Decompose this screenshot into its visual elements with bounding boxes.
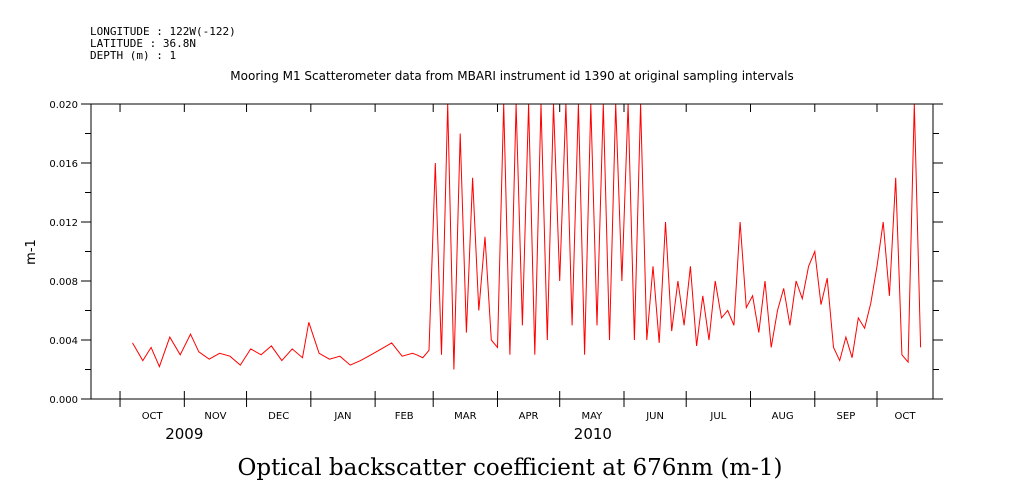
y-tick-label: 0.008 bbox=[49, 277, 78, 288]
y-tick-label: 0.020 bbox=[49, 100, 78, 111]
y-tick-label: 0.012 bbox=[49, 218, 78, 229]
latitude-label: LATITUDE : 36.8N bbox=[90, 37, 196, 50]
x-month-label: JAN bbox=[333, 411, 351, 422]
x-month-label: OCT bbox=[895, 411, 917, 422]
x-year-label: 2009 bbox=[165, 425, 203, 443]
x-month-label: NOV bbox=[204, 411, 226, 422]
x-month-label: SEP bbox=[837, 411, 856, 422]
x-month-label: DEC bbox=[268, 411, 289, 422]
plot-area bbox=[132, 104, 922, 370]
x-month-label: MAY bbox=[581, 411, 603, 422]
x-month-label: MAR bbox=[454, 411, 476, 422]
x-axis: OCT NOV DEC JAN FEB MAR APR MAY JUN JUL AUG SEP OCT2… bbox=[119, 104, 917, 443]
x-month-label: APR bbox=[519, 411, 539, 422]
x-month-label: AUG bbox=[772, 411, 794, 422]
y-axis-label: m-1 bbox=[24, 239, 39, 265]
y-tick-label: 0.016 bbox=[49, 159, 78, 170]
x-month-label: FEB bbox=[395, 411, 414, 422]
y-tick-label: 0.000 bbox=[49, 395, 78, 406]
chart-title: Mooring M1 Scatterometer data from MBARI… bbox=[230, 69, 793, 83]
x-axis-label: Optical backscatter coefficient at 676nm… bbox=[237, 455, 782, 481]
depth-label: DEPTH (m) : 1 bbox=[90, 49, 176, 62]
y-axis: 0.000 0.004 0.008 0.012 0.016 0.020 bbox=[49, 100, 943, 406]
x-year-label: 2010 bbox=[574, 425, 612, 443]
longitude-label: LONGITUDE : 122W(-122) bbox=[90, 25, 236, 38]
x-month-label: JUL bbox=[709, 411, 726, 422]
y-tick-label: 0.004 bbox=[49, 336, 78, 347]
backscatter-series-line bbox=[132, 104, 922, 370]
x-month-label: JUN bbox=[645, 411, 664, 422]
x-month-label: OCT bbox=[142, 411, 164, 422]
